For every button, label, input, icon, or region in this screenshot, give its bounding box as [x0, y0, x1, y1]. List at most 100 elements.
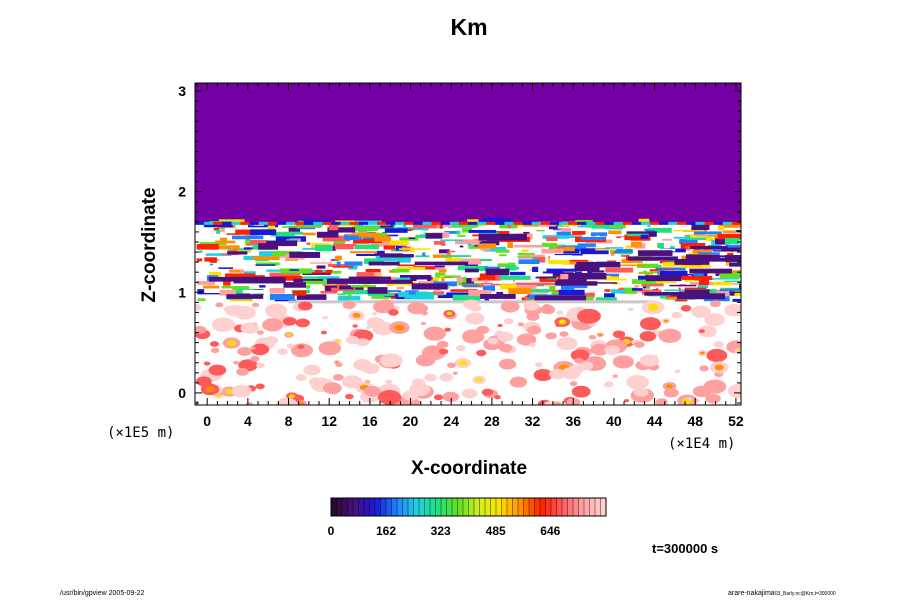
low-layer-blob [298, 301, 313, 311]
colorbar-swatch [551, 498, 557, 516]
turbulence-cell [223, 281, 231, 286]
turbulence-cell [216, 230, 221, 234]
low-layer-blob [503, 318, 514, 325]
turbulence-cell [538, 262, 551, 266]
turbulence-cell [220, 237, 227, 242]
boundary-cell [204, 221, 214, 225]
turbulence-cell [399, 274, 432, 282]
low-layer-core [335, 339, 340, 343]
low-layer-blob [322, 315, 329, 320]
low-layer-blob [256, 362, 265, 369]
low-layer-blob [255, 383, 265, 390]
colorbar-swatch [463, 498, 469, 516]
turbulence-cell [451, 277, 463, 282]
low-layer-blob [671, 311, 682, 319]
turbulence-cell [242, 289, 271, 294]
low-layer-blob [209, 341, 220, 347]
low-layer-core [225, 389, 234, 395]
turbulence-cell [519, 289, 550, 293]
turbulence-cell [214, 245, 240, 250]
turbulence-cell [604, 289, 611, 292]
turbulence-cell [495, 249, 510, 253]
turbulence-cell [204, 288, 232, 293]
turbulence-cell [468, 290, 492, 297]
low-layer-blob [446, 362, 456, 369]
low-layer-core [737, 349, 741, 353]
turbulence-cell [461, 278, 474, 284]
low-layer-blob [561, 367, 581, 380]
chart-title: Km [450, 14, 488, 40]
turbulence-cell [457, 265, 489, 272]
turbulence-cell [517, 252, 535, 256]
colorbar-swatch [490, 498, 497, 516]
low-value-streak [326, 278, 379, 284]
low-layer-blob [438, 348, 449, 355]
x-tick-label: 8 [285, 413, 293, 429]
low-layer-blob [706, 348, 728, 363]
low-layer-core [352, 313, 361, 318]
low-layer-blob [335, 362, 343, 368]
boundary-cell [440, 221, 451, 225]
low-layer-blob [523, 300, 540, 311]
low-layer-blob [559, 331, 569, 337]
boundary-cell [722, 221, 733, 225]
footer-source: arare-nakajima03_Barly.nc@Km,t=300000 [728, 590, 836, 597]
turbulence-cell [619, 273, 645, 279]
turbulence-cell [306, 242, 311, 246]
turbulence-cell [483, 246, 507, 252]
low-layer-blob [462, 329, 485, 344]
low-value-streak [411, 283, 448, 290]
low-layer-blob [517, 322, 525, 327]
low-layer-blob [377, 390, 402, 405]
turbulence-cell [433, 291, 445, 295]
turbulence-cell [397, 257, 411, 263]
turbulence-cell [412, 230, 421, 235]
colorbar-swatch [391, 498, 398, 516]
colorbar-swatch [562, 498, 568, 516]
turbulence-cell [205, 251, 232, 256]
colorbar-swatch [402, 498, 409, 516]
y-tick-label: 3 [178, 83, 186, 99]
boundary-cell [331, 221, 341, 225]
turbulence-cell [450, 258, 482, 265]
low-layer-blob [346, 375, 358, 383]
turbulence-cell [274, 299, 297, 302]
heatmap-field [195, 83, 741, 405]
turbulence-cell [230, 292, 251, 296]
low-layer-core [699, 351, 705, 355]
low-layer-blob [603, 381, 614, 388]
low-layer-blob [556, 310, 564, 315]
turbulence-cell [548, 224, 558, 230]
low-layer-blob [250, 346, 256, 350]
turbulence-cell [482, 218, 511, 225]
low-layer-blob [290, 343, 314, 358]
turbulence-cell [371, 241, 398, 247]
turbulence-cell [292, 290, 307, 296]
turbulence-cell [611, 250, 615, 256]
turbulence-cell [371, 294, 390, 299]
low-layer-core [446, 311, 453, 316]
turbulence-cell [718, 223, 741, 228]
boundary-cell [240, 221, 250, 225]
turbulence-cell [235, 229, 256, 235]
turbulence-cell [480, 258, 492, 262]
turbulence-cell [621, 259, 643, 264]
turbulence-cell [316, 265, 326, 269]
boundary-cell [468, 221, 478, 225]
colorbar-tick-label: 162 [376, 524, 396, 538]
turbulence-cell [454, 239, 478, 245]
low-layer-blob [556, 336, 578, 351]
turbulence-cell [630, 241, 642, 248]
low-value-streak [644, 292, 690, 296]
low-value-streak [628, 256, 678, 261]
turbulence-cell [630, 236, 651, 241]
turbulence-cell [445, 270, 475, 276]
turbulence-cell [558, 289, 585, 296]
turbulence-cell [513, 244, 544, 248]
low-layer-blob [705, 393, 721, 404]
turbulence-cell [693, 272, 704, 276]
turbulence-cell [507, 223, 512, 229]
boundary-cell [477, 221, 487, 225]
turbulence-cell [619, 252, 633, 255]
